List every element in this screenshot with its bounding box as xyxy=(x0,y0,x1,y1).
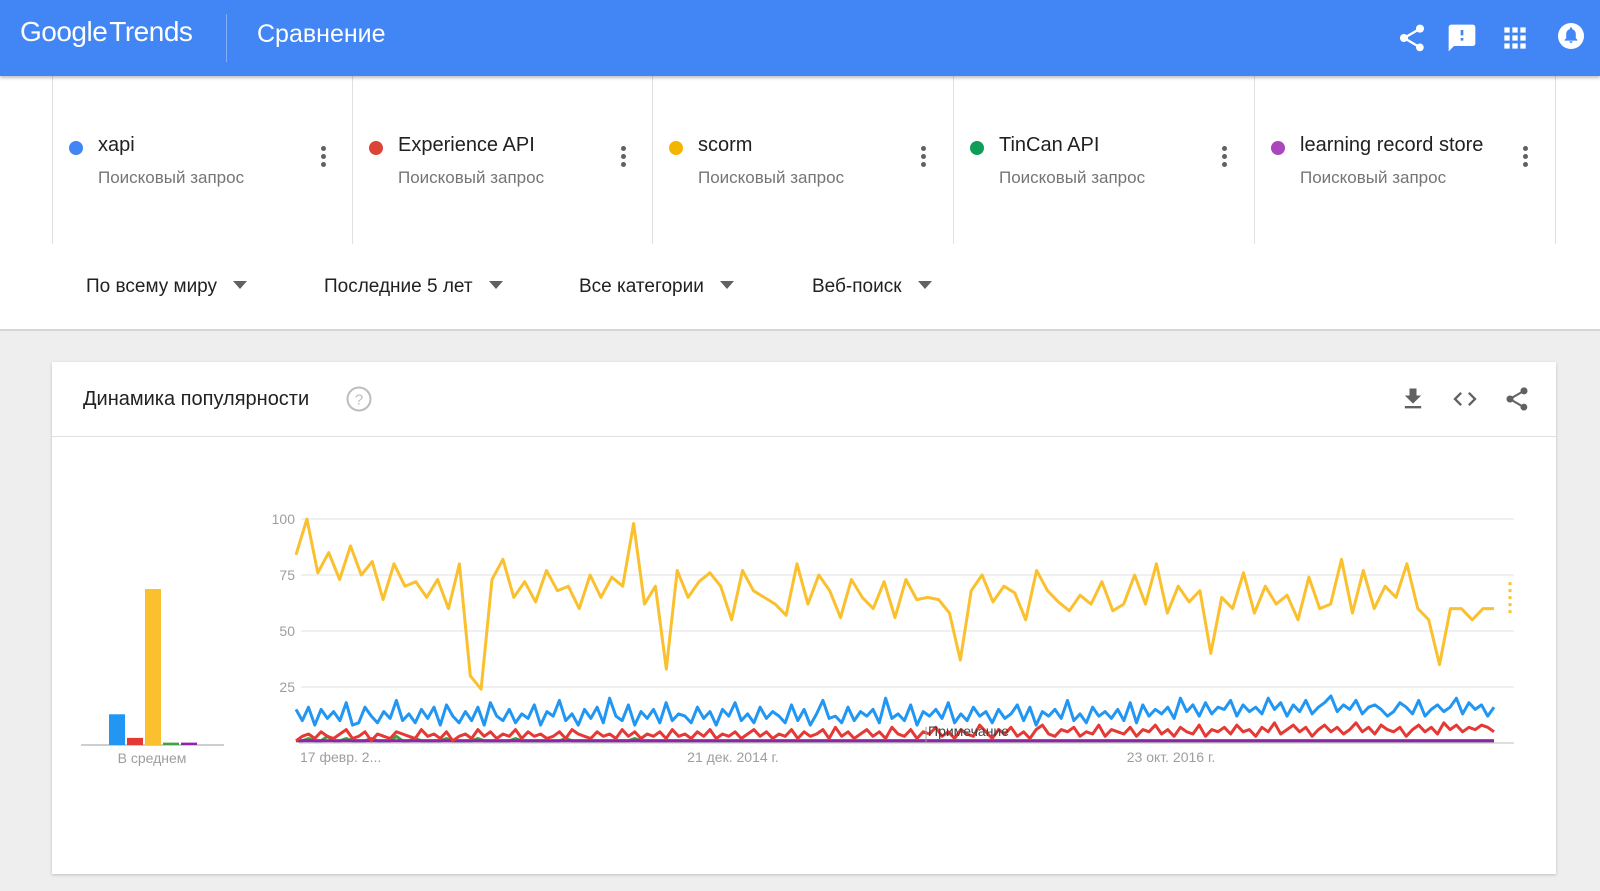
dropdown-arrow-icon xyxy=(233,280,248,289)
term-color-dot xyxy=(69,141,83,155)
search-type-filter-label: Веб-поиск xyxy=(812,276,902,297)
series-line-experience-api xyxy=(295,721,1495,743)
y-tick-label: 50 xyxy=(279,623,295,639)
help-icon[interactable]: ? xyxy=(346,386,372,412)
google-trends-logo[interactable]: GoogleTrends xyxy=(20,16,193,48)
average-bar xyxy=(109,714,125,745)
notifications-icon[interactable] xyxy=(1556,21,1586,51)
term-color-dot xyxy=(369,141,383,155)
more-vert-icon[interactable] xyxy=(621,146,627,168)
category-filter-label: Все категории xyxy=(579,276,704,297)
term-type: Поисковый запрос xyxy=(1300,168,1447,187)
term-type: Поисковый запрос xyxy=(999,168,1146,187)
average-bar xyxy=(127,737,143,745)
term-name: scorm xyxy=(698,134,753,156)
term-name: Experience API xyxy=(398,134,535,156)
average-bar xyxy=(145,589,161,745)
term-card-experience-api[interactable]: Experience API Поисковый запрос xyxy=(352,76,653,244)
region-filter-dropdown[interactable]: По всему миру xyxy=(86,276,248,298)
feedback-icon[interactable] xyxy=(1446,22,1478,54)
period-filter-dropdown[interactable]: Последние 5 лет xyxy=(324,276,503,298)
term-card-tincan-api[interactable]: TinCan API Поисковый запрос xyxy=(953,76,1254,244)
period-filter-label: Последние 5 лет xyxy=(324,276,473,297)
more-vert-icon[interactable] xyxy=(921,146,927,168)
app-header: GoogleTrends Сравнение xyxy=(0,0,1600,76)
average-label: В среднем xyxy=(118,750,187,766)
series-line-scorm xyxy=(294,517,1494,691)
term-name: xapi xyxy=(98,134,135,156)
dropdown-arrow-icon xyxy=(719,280,734,289)
term-card-xapi[interactable]: xapi Поисковый запрос xyxy=(52,76,353,244)
y-tick-label: 100 xyxy=(272,511,296,527)
search-type-filter-dropdown[interactable]: Веб-поиск xyxy=(812,276,932,298)
term-card-learning-record-store[interactable]: learning record store Поисковый запрос xyxy=(1254,76,1556,244)
term-type: Поисковый запрос xyxy=(398,168,545,187)
chart-annotation[interactable]: Примечание xyxy=(928,723,1009,739)
x-axis-ticks: 17 февр. 2... 21 дек. 2014 г. 23 окт. 2016… xyxy=(300,749,1215,765)
more-vert-icon[interactable] xyxy=(1523,146,1529,168)
series-line-xapi xyxy=(294,694,1496,727)
x-tick-label: 17 февр. 2... xyxy=(300,749,381,765)
average-bars xyxy=(81,589,224,746)
region-filter-label: По всему миру xyxy=(86,276,218,297)
more-vert-icon[interactable] xyxy=(1222,146,1228,168)
more-vert-icon[interactable] xyxy=(321,146,327,168)
term-color-dot xyxy=(669,141,683,155)
term-color-dot xyxy=(1271,141,1285,155)
term-type: Поисковый запрос xyxy=(698,168,845,187)
interest-over-time-card: Динамика популярности ? 100 75 50 25 17 фев… xyxy=(52,362,1556,874)
logo-google: Google xyxy=(20,16,108,47)
dropdown-arrow-icon xyxy=(917,280,932,289)
term-type: Поисковый запрос xyxy=(98,168,245,187)
x-tick-label: 23 окт. 2016 г. xyxy=(1127,749,1216,765)
share-icon[interactable] xyxy=(1396,22,1428,54)
y-axis-ticks: 100 75 50 25 xyxy=(272,511,296,695)
share-icon[interactable] xyxy=(1503,385,1531,413)
term-color-dot xyxy=(970,141,984,155)
header-divider xyxy=(226,14,227,62)
term-name: TinCan API xyxy=(999,134,1100,156)
apps-icon[interactable] xyxy=(1499,22,1531,54)
term-name: learning record store xyxy=(1300,134,1484,156)
y-tick-label: 75 xyxy=(279,567,295,583)
chart-grid xyxy=(299,518,1514,744)
dropdown-arrow-icon xyxy=(488,280,503,289)
term-card-scorm[interactable]: scorm Поисковый запрос xyxy=(652,76,953,244)
average-bar xyxy=(181,742,197,745)
interest-over-time-chart[interactable]: 100 75 50 25 17 февр. 2... 21 дек. 2014 г. 23… xyxy=(52,362,1556,874)
card-title: Динамика популярности xyxy=(83,388,310,410)
average-bar xyxy=(163,742,179,745)
x-tick-label: 21 дек. 2014 г. xyxy=(687,749,779,765)
series-lines xyxy=(294,517,1512,743)
y-tick-label: 25 xyxy=(279,679,295,695)
category-filter-dropdown[interactable]: Все категории xyxy=(579,276,734,298)
svg-text:?: ? xyxy=(355,392,363,409)
filters-bar: По всему миру Последние 5 лет Все катего… xyxy=(0,246,1600,331)
page-title: Сравнение xyxy=(257,20,386,48)
card-header: Динамика популярности ? xyxy=(52,362,1556,437)
download-icon[interactable] xyxy=(1399,385,1427,413)
embed-icon[interactable] xyxy=(1451,385,1479,413)
logo-trends: Trends xyxy=(109,16,193,47)
comparison-terms-bar: xapi Поисковый запрос Experience API Пои… xyxy=(0,76,1600,247)
